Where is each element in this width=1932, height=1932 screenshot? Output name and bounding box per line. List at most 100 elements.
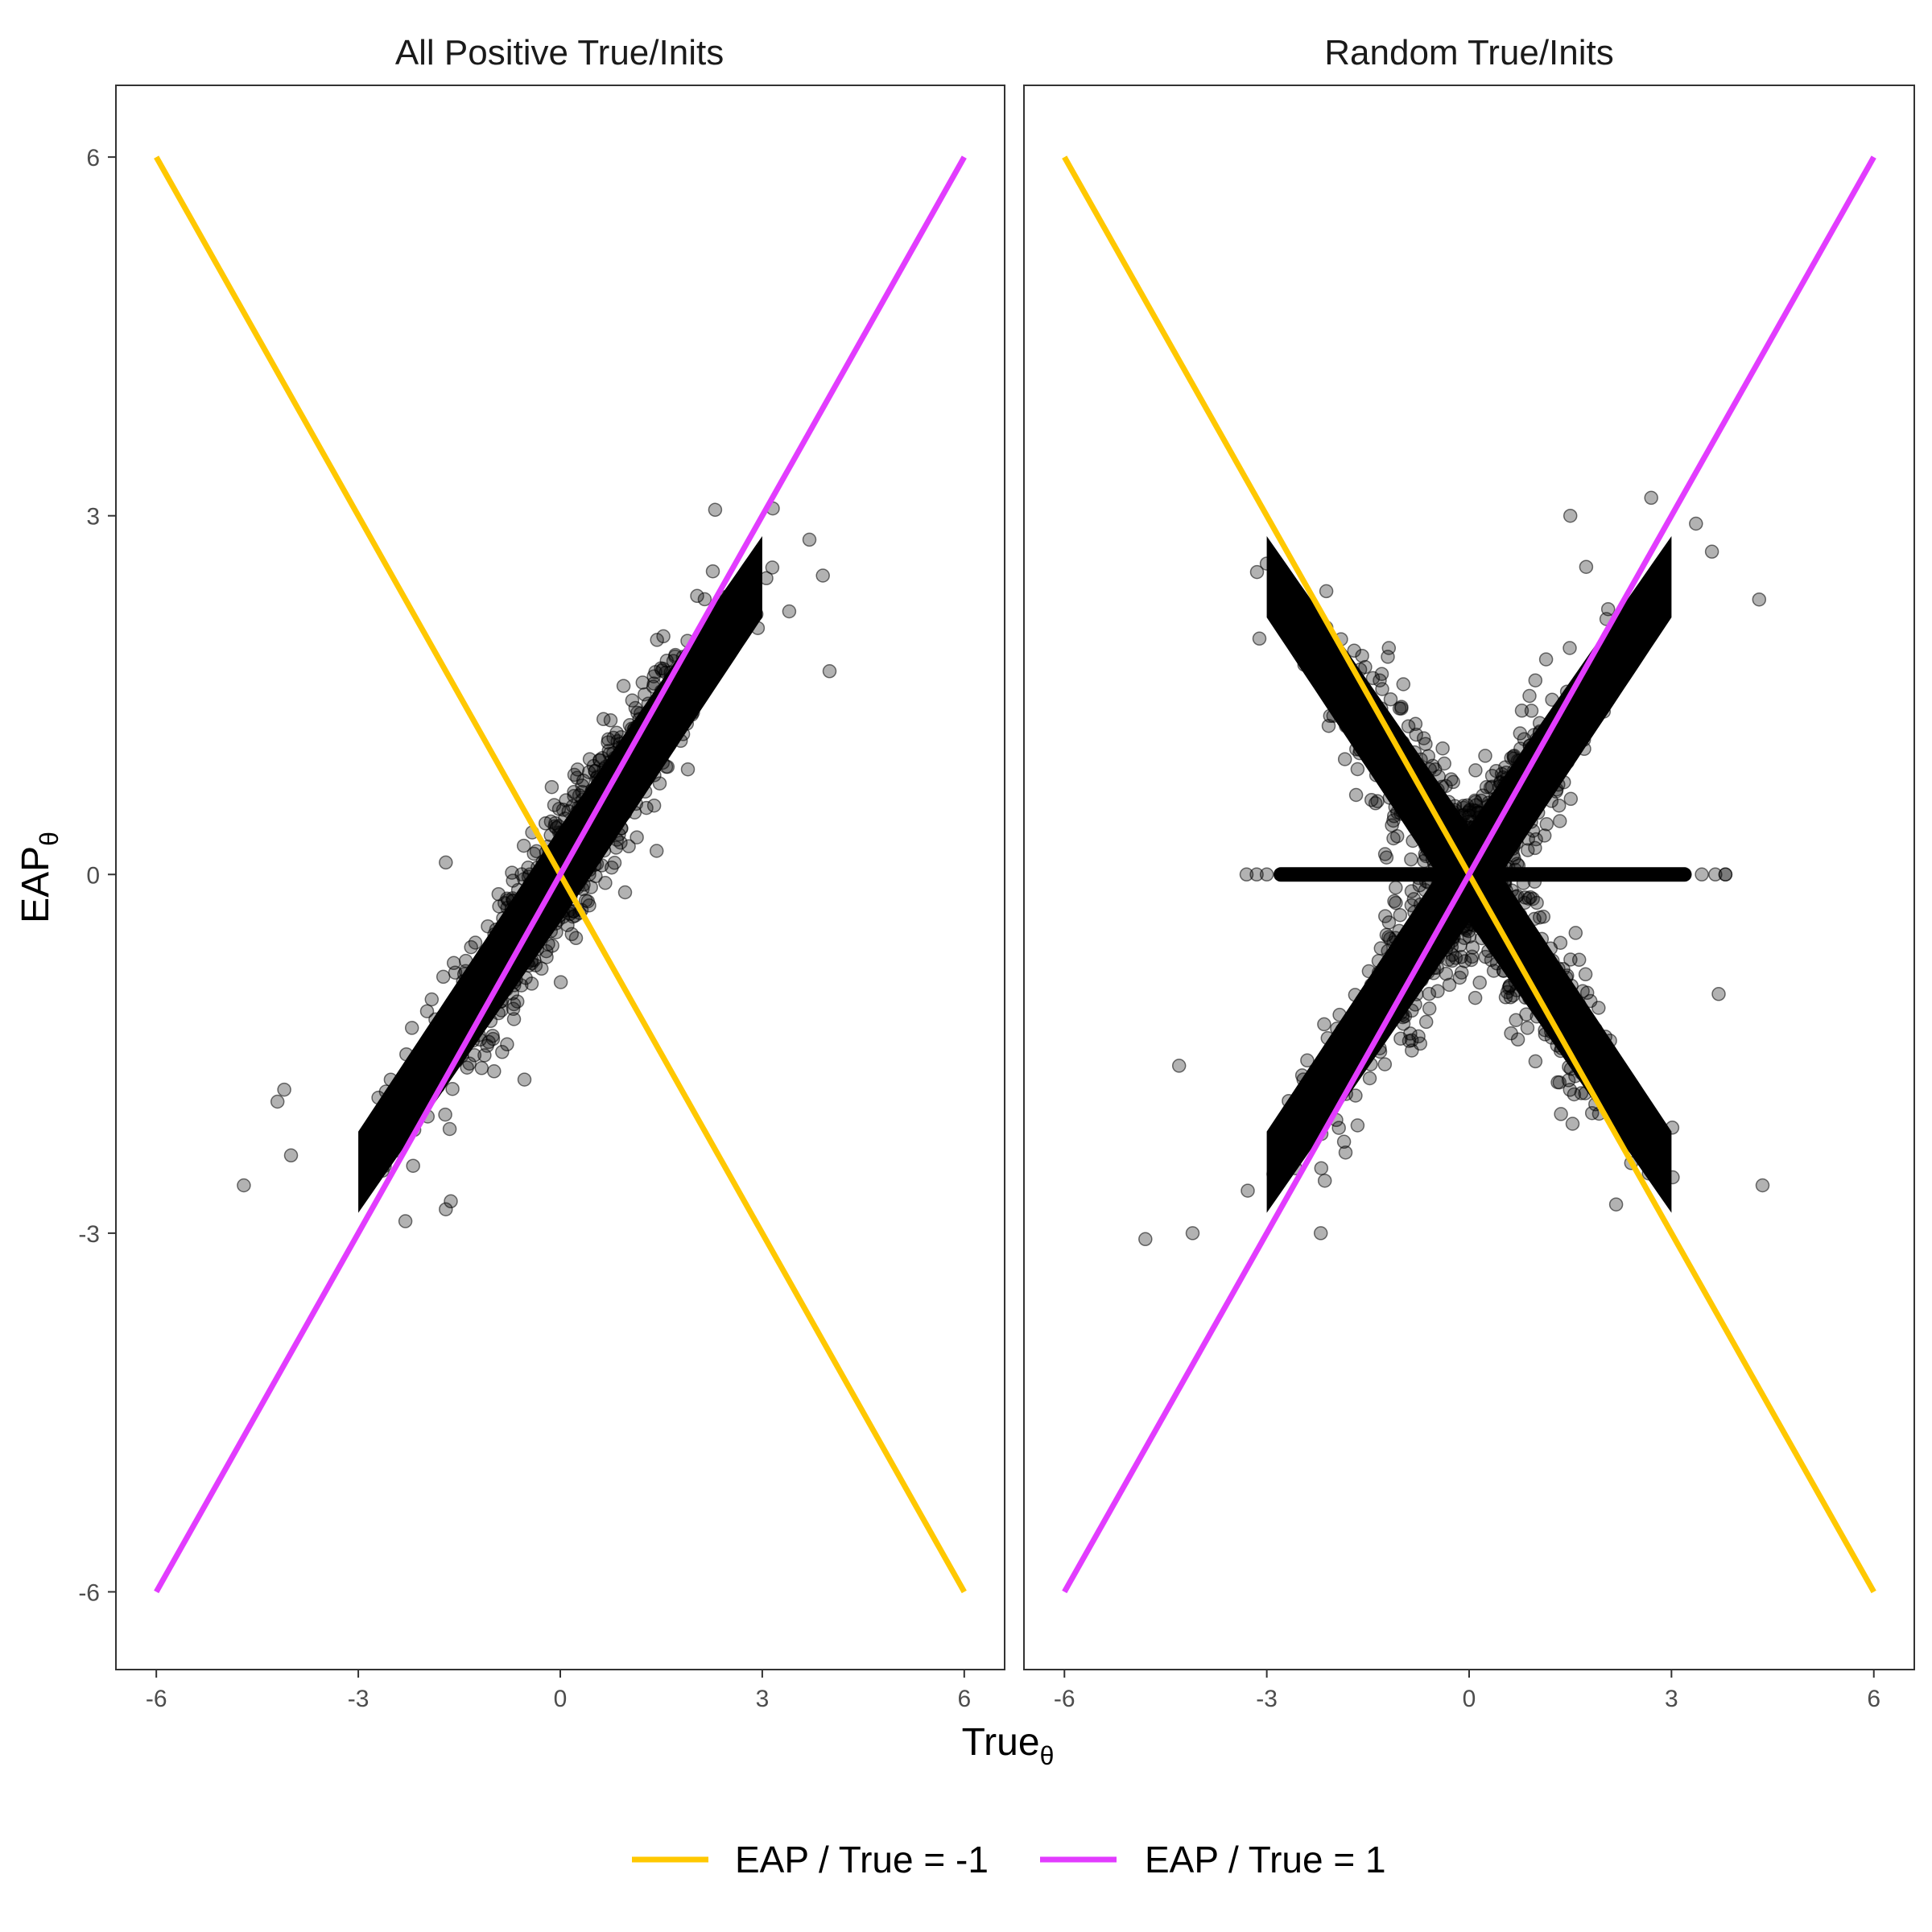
data-point [419,1004,435,1018]
data-point [487,1064,502,1079]
data-point [277,1082,291,1097]
data-point [1370,794,1385,809]
data-point [1422,1001,1437,1016]
data-point [1435,741,1450,756]
data-point [1314,1161,1329,1175]
data-point [436,969,451,985]
y-tick-label: 6 [86,145,100,171]
data-point [1579,559,1594,574]
data-point [617,885,633,900]
data-point [1385,818,1399,832]
data-point [491,886,506,902]
data-point [1521,891,1536,906]
legend: EAP / True = -1 EAP / True = 1 [632,1839,1386,1880]
data-point [1373,941,1389,956]
data-point [1396,677,1411,691]
data-point [1185,1226,1200,1241]
data-point [1563,508,1578,523]
data-point [1368,796,1383,811]
data-point [1347,643,1361,658]
data-point [1552,814,1567,828]
data-point [1476,788,1490,803]
x-tick-label: 6 [957,1686,971,1712]
data-point [1381,641,1397,655]
data-point [474,1061,489,1075]
data-point [1422,986,1437,1001]
data-point [1355,648,1369,663]
panel-random: Random True/Inits [1023,33,1915,1670]
data-point [1522,688,1537,704]
data-point [680,762,696,777]
y-tick-label: 0 [86,862,100,889]
data-point [1239,867,1254,882]
data-point [1317,1017,1331,1032]
data-point [1718,867,1733,882]
data-point [621,839,636,854]
data-point [1568,926,1583,940]
reference-line-positive [1062,155,1876,1594]
data-point [1466,803,1481,818]
panel-all-positive: All Positive True/Inits [115,33,1005,1670]
legend-label-negative: EAP / True = -1 [735,1839,989,1880]
data-point [1443,772,1459,786]
reference-line-positive [154,155,967,1594]
data-point [567,767,582,782]
data-point [1249,867,1264,882]
data-point [1521,843,1535,857]
data-point [1362,1071,1377,1086]
data-point [1514,704,1530,718]
data-point [445,1081,460,1096]
data-point [1510,1032,1525,1047]
data-point [553,975,568,989]
data-point [648,665,663,679]
data-point [1377,847,1393,861]
x-tick-label: 0 [554,1686,568,1712]
y-tick-label: -6 [78,1579,100,1606]
data-point [1241,1183,1255,1198]
data-point [516,838,531,853]
axes: -6 -3 0 3 6 -6 -3 0 3 6 -6 -3 0 3 6 [78,145,1880,1712]
data-point [649,844,664,858]
y-tick-label: 3 [86,504,100,530]
data-point [616,679,631,693]
data-point [442,1121,457,1137]
legend-label-positive: EAP / True = 1 [1145,1839,1386,1880]
data-point [534,961,549,976]
data-point [1525,891,1540,906]
data-point [1393,907,1408,923]
data-point [613,835,628,850]
x-tick-label: -3 [1256,1686,1278,1712]
data-point [1752,592,1767,607]
data-point [1539,817,1554,832]
data-point [705,564,720,579]
data-point [1468,990,1483,1005]
data-point [1358,659,1373,675]
data-point [1350,762,1365,777]
data-point [1704,544,1719,559]
data-point [1300,1053,1315,1068]
data-point [1171,1059,1187,1073]
data-point [1389,880,1403,895]
data-point [439,1202,453,1216]
data-point [708,502,723,518]
data-point [1331,1121,1346,1135]
data-point [609,725,624,740]
data-point [1520,1021,1535,1035]
data-point [237,1178,251,1193]
data-point [555,803,571,817]
data-point [505,865,519,880]
data-point [485,1028,500,1043]
data-point [495,1045,510,1059]
data-point [1378,909,1393,923]
data-point [398,1214,413,1228]
data-point [1755,1178,1770,1193]
data-point [1695,867,1709,882]
data-point [1259,556,1274,571]
data-point [524,976,539,991]
data-point [517,1072,532,1087]
data-point [652,776,667,791]
data-point [1468,763,1483,778]
data-point [690,588,704,604]
data-point [1430,984,1445,998]
data-point [506,1001,521,1017]
